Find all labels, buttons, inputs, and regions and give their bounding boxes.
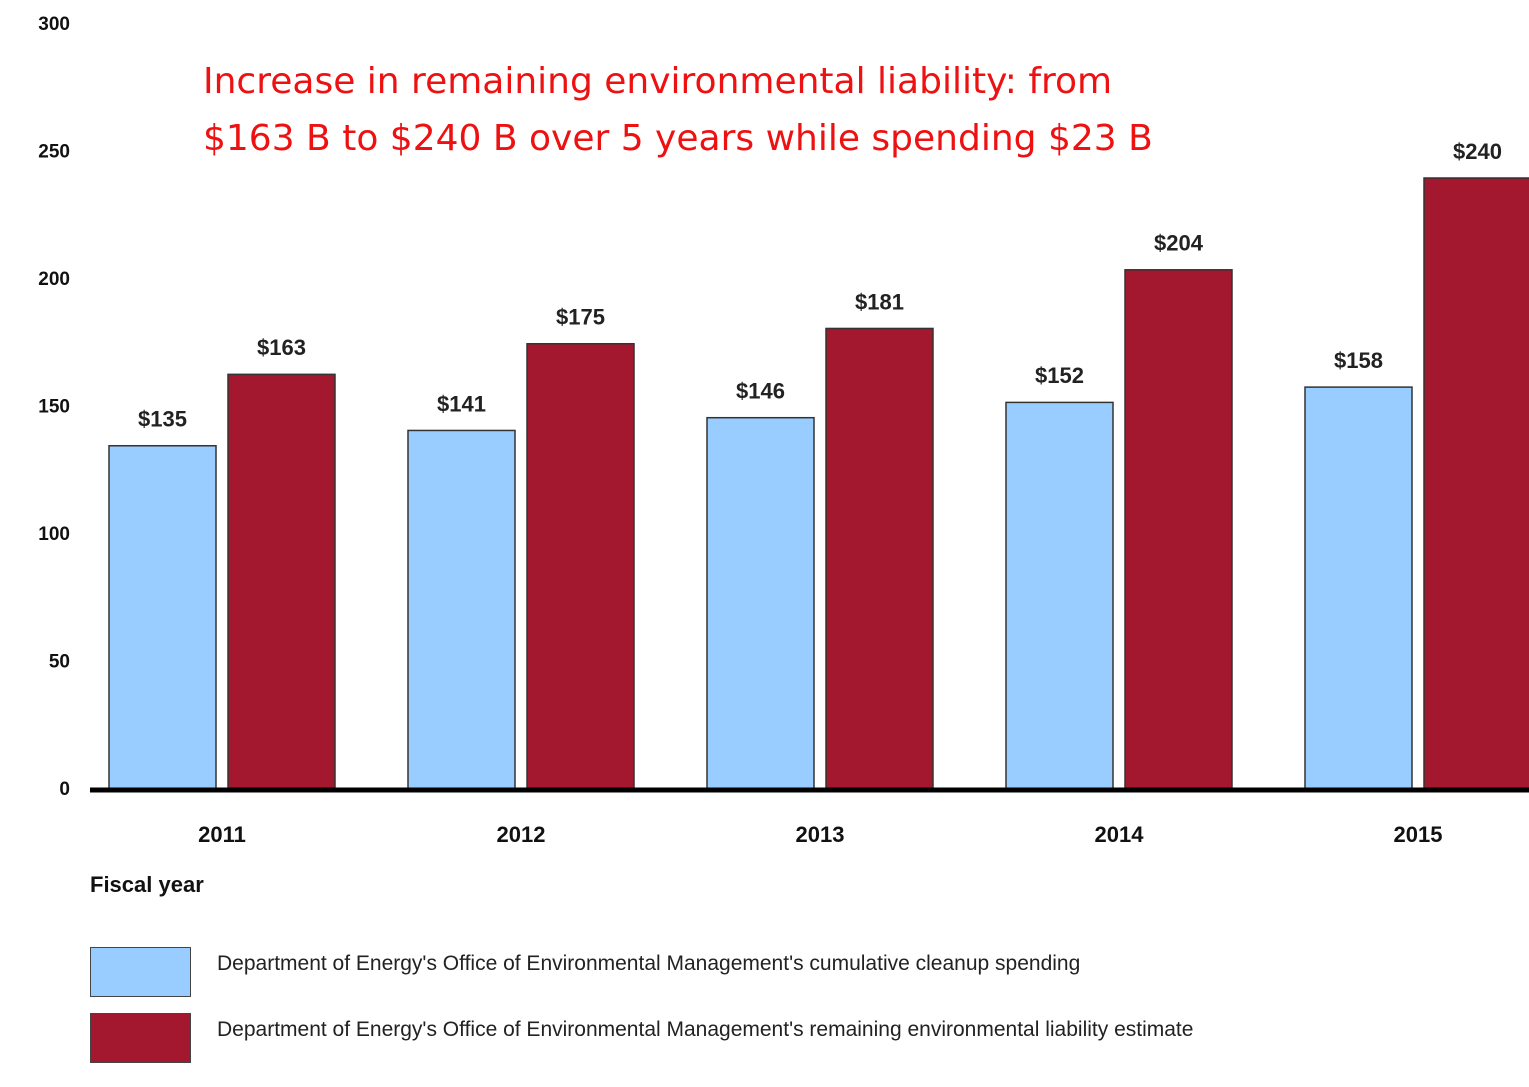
annotation: Increase in remaining environmental liab… — [203, 61, 1112, 102]
bar — [1005, 401, 1114, 791]
x-tick-label: 2015 — [1394, 822, 1443, 847]
value-label: $240 — [1453, 139, 1502, 164]
legend-label: Department of Energy's Office of Environ… — [217, 952, 1081, 975]
bar — [1304, 386, 1413, 791]
annotation: $163 B to $240 B over 5 years while spen… — [203, 118, 1153, 159]
bar — [1423, 177, 1529, 791]
x-tick-label: 2012 — [497, 822, 546, 847]
value-label: $141 — [437, 391, 486, 416]
bar — [1124, 269, 1233, 791]
bar — [706, 416, 815, 791]
value-label: $163 — [257, 335, 306, 360]
value-label: $152 — [1035, 363, 1084, 388]
y-tick-label: 100 — [38, 524, 70, 545]
value-label: $158 — [1334, 348, 1383, 373]
legend-item: Department of Energy's Office of Environ… — [90, 947, 1497, 997]
legend-label: Department of Energy's Office of Environ… — [217, 1018, 1194, 1041]
value-label: $146 — [736, 379, 785, 404]
legend-swatch — [90, 1013, 191, 1063]
y-tick-label: 200 — [38, 269, 70, 290]
value-label: $135 — [138, 407, 187, 432]
value-label: $181 — [855, 289, 904, 314]
y-tick-label: 300 — [38, 14, 70, 35]
bar — [825, 327, 934, 791]
y-tick-label: 150 — [38, 397, 70, 418]
value-label: $204 — [1154, 231, 1204, 256]
x-tick-label: 2014 — [1095, 822, 1145, 847]
y-tick-label: 250 — [38, 142, 70, 163]
x-tick-label: 2013 — [796, 822, 845, 847]
y-tick-label: 50 — [49, 652, 70, 673]
chart: Increase in remaining environmental liab… — [38, 14, 1529, 897]
bar — [526, 343, 635, 791]
bar — [108, 445, 217, 791]
legend-swatch — [90, 947, 191, 997]
x-axis-label: Fiscal year — [90, 872, 204, 897]
bar — [407, 429, 516, 791]
value-label: $175 — [556, 305, 605, 330]
x-tick-label: 2011 — [198, 822, 246, 847]
y-tick-label: 0 — [59, 779, 70, 800]
bar — [227, 373, 336, 791]
legend-item: Department of Energy's Office of Environ… — [90, 1013, 1497, 1063]
